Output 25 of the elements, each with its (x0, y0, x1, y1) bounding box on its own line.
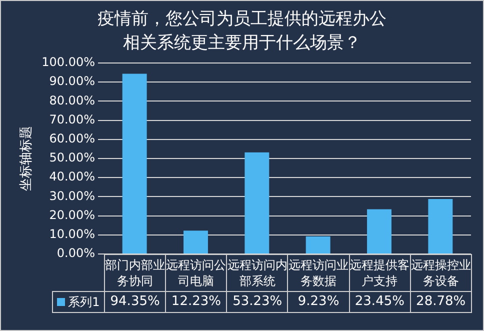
x-tick-label: 远程访问公司电脑 (166, 254, 227, 292)
y-tick-label: 70.00% (49, 112, 95, 126)
y-tick-label: 30.00% (49, 188, 95, 203)
legend-label: 系列1 (52, 292, 104, 312)
y-axis-title: 坐标轴标题 (19, 126, 34, 191)
data-label: 94.35% (104, 292, 166, 312)
y-tick-label: 100.00% (42, 55, 95, 70)
y-tick-label: 40.00% (49, 170, 95, 184)
data-label: 28.78% (410, 292, 472, 312)
y-tick-label: 0.00% (56, 246, 95, 260)
x-tick-label: 远程访问业务数据 (288, 254, 350, 292)
y-tick-label: 90.00% (49, 74, 95, 88)
x-tick-label: 远程操控业务设备 (410, 254, 472, 292)
chart-title: 疫情前，您公司为员工提供的远程办公相关系统更主要用于什么场景？ (96, 8, 388, 55)
y-tick-label: 80.00% (49, 93, 95, 108)
y-tick-label: 20.00% (49, 208, 95, 222)
data-label: 53.23% (226, 292, 288, 312)
x-tick-label: 部门内部业务协同 (104, 254, 166, 292)
y-tick-label: 60.00% (49, 132, 95, 146)
data-label: 23.45% (349, 292, 410, 312)
data-label: 12.23% (166, 292, 227, 312)
y-tick-label: 50.00% (49, 150, 95, 165)
y-tick-label: 10.00% (49, 227, 95, 242)
x-tick-label: 远程访问内部系统 (226, 254, 288, 292)
data-label: 9.23% (288, 292, 350, 312)
